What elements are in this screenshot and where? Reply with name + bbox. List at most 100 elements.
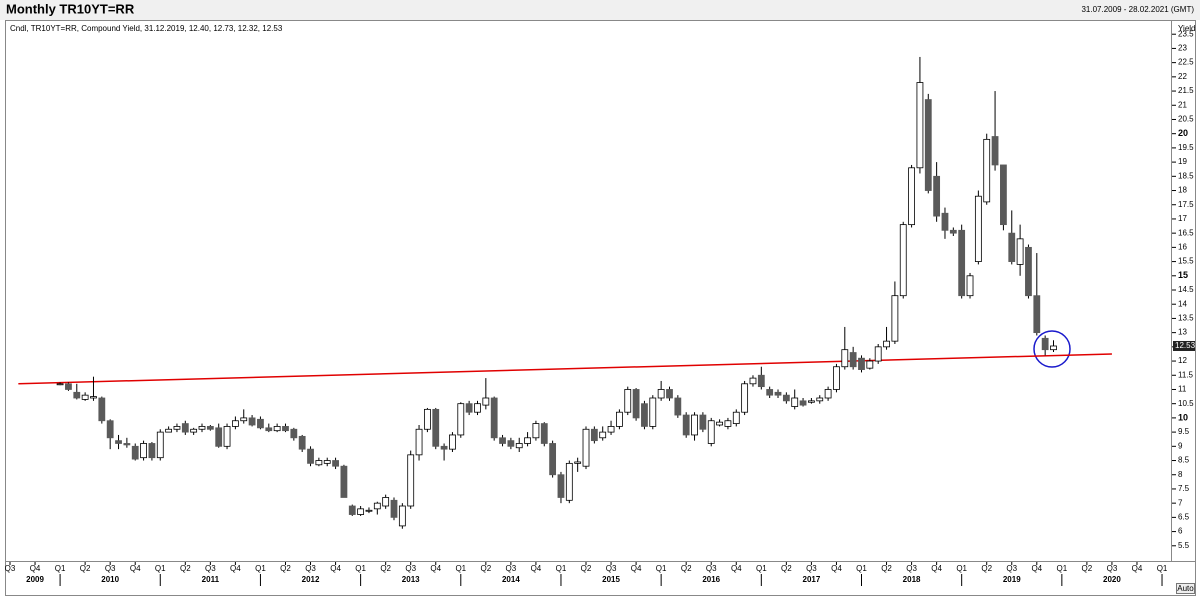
x-tick-label: Q4 bbox=[330, 564, 341, 573]
year-label: 2014 bbox=[502, 575, 520, 584]
y-tick-label: 17 bbox=[1178, 214, 1187, 223]
candle-body bbox=[423, 408, 431, 430]
candle-body bbox=[549, 443, 557, 476]
x-tick-label: Q4 bbox=[230, 564, 241, 573]
year-label: 2010 bbox=[101, 575, 119, 584]
x-tick-label: Q3 bbox=[806, 564, 817, 573]
x-tick-label: Q3 bbox=[5, 564, 16, 573]
candle-body bbox=[332, 460, 339, 467]
x-tick-label: Q2 bbox=[781, 564, 792, 573]
y-tick-label: 16 bbox=[1178, 242, 1187, 251]
candle-body bbox=[958, 229, 966, 297]
candle-body bbox=[515, 443, 523, 449]
candle-body bbox=[123, 443, 131, 446]
candle-body bbox=[507, 440, 515, 447]
candle-body bbox=[599, 431, 607, 439]
legend-text: Cndl, TR10YT=RR, Compound Yield, 31.12.2… bbox=[10, 24, 283, 33]
x-tick-label: Q1 bbox=[1157, 564, 1168, 573]
candle-body bbox=[1025, 246, 1032, 297]
auto-button[interactable] bbox=[1176, 583, 1195, 594]
year-label: 2018 bbox=[903, 575, 921, 584]
year-label: 2020 bbox=[1103, 575, 1121, 584]
candle-body bbox=[90, 396, 97, 399]
candle-body bbox=[574, 461, 582, 464]
x-tick-label: Q3 bbox=[205, 564, 216, 573]
year-label: 2016 bbox=[702, 575, 720, 584]
y-tick-label: 19.5 bbox=[1178, 143, 1194, 152]
candle-body bbox=[933, 175, 941, 217]
x-tick-label: Q3 bbox=[1006, 564, 1017, 573]
candle-body bbox=[674, 397, 682, 416]
candle-body bbox=[398, 505, 406, 527]
candle-body bbox=[449, 434, 456, 450]
x-tick-label: Q1 bbox=[1057, 564, 1068, 573]
candle-body bbox=[607, 426, 615, 433]
candle-body bbox=[181, 423, 189, 433]
candle-body bbox=[465, 403, 473, 413]
candle-body bbox=[206, 426, 214, 430]
candle-body bbox=[616, 411, 623, 427]
x-tick-label: Q3 bbox=[305, 564, 316, 573]
y-tick-label: 12 bbox=[1178, 356, 1187, 365]
candle-body bbox=[657, 389, 665, 399]
candle-body bbox=[974, 195, 982, 262]
y-tick-label: 22 bbox=[1178, 72, 1187, 81]
y-tick-label: 15.5 bbox=[1178, 257, 1194, 266]
candle-body bbox=[131, 445, 139, 460]
candle-body bbox=[532, 423, 540, 439]
candle-body bbox=[248, 417, 256, 426]
x-tick-label: Q1 bbox=[155, 564, 166, 573]
year-label: 2009 bbox=[26, 575, 44, 584]
candle-body bbox=[1041, 337, 1049, 351]
y-tick-label: 10.5 bbox=[1178, 399, 1194, 408]
x-tick-label: Q2 bbox=[80, 564, 91, 573]
candle-body bbox=[632, 389, 640, 419]
x-tick-label: Q3 bbox=[706, 564, 717, 573]
y-tick-label: 8.5 bbox=[1178, 456, 1190, 465]
candle-body bbox=[482, 397, 490, 406]
candle-body bbox=[849, 352, 857, 368]
candle-body bbox=[156, 431, 164, 459]
candle-body bbox=[799, 400, 807, 406]
candle-body bbox=[582, 428, 590, 467]
candle-body bbox=[215, 427, 223, 447]
candle-body bbox=[1016, 238, 1024, 265]
x-tick-label: Q3 bbox=[1107, 564, 1118, 573]
candle-body bbox=[198, 426, 206, 430]
y-tick-label: 11.5 bbox=[1178, 370, 1194, 379]
candle-body bbox=[273, 426, 281, 432]
plot-frame bbox=[5, 20, 1172, 562]
candle-body bbox=[106, 420, 114, 439]
x-tick-label: Q2 bbox=[280, 564, 291, 573]
year-label: 2017 bbox=[803, 575, 821, 584]
x-tick-label: Q4 bbox=[631, 564, 642, 573]
x-tick-label: Q4 bbox=[1031, 564, 1042, 573]
x-tick-label: Q1 bbox=[455, 564, 466, 573]
y-tick-label: 6 bbox=[1178, 527, 1183, 536]
y-tick-label: 21.5 bbox=[1178, 86, 1194, 95]
candle-body bbox=[724, 420, 732, 427]
x-tick-label: Q2 bbox=[881, 564, 892, 573]
y-tick-label: 20 bbox=[1178, 128, 1188, 138]
candle-body bbox=[173, 426, 181, 430]
candle-body bbox=[824, 389, 832, 399]
candle-body bbox=[641, 403, 648, 427]
candle-body bbox=[357, 508, 365, 515]
y-tick-label: 19 bbox=[1178, 157, 1187, 166]
x-tick-label: Q1 bbox=[55, 564, 66, 573]
candle-body bbox=[774, 391, 782, 396]
candle-body bbox=[716, 421, 723, 426]
y-tick-label: 7 bbox=[1178, 498, 1183, 507]
x-tick-label: Q2 bbox=[1082, 564, 1093, 573]
x-tick-label: Q4 bbox=[831, 564, 842, 573]
y-tick-label: 22.5 bbox=[1178, 58, 1194, 67]
y-tick-label: 15 bbox=[1178, 270, 1188, 280]
x-tick-label: Q2 bbox=[481, 564, 492, 573]
candle-body bbox=[298, 435, 306, 450]
candle-body bbox=[833, 366, 840, 390]
auto-button-label[interactable]: Auto bbox=[1177, 584, 1194, 593]
candle-body bbox=[240, 417, 248, 422]
candle-body bbox=[858, 357, 865, 370]
candle-body bbox=[682, 414, 690, 436]
candle-body bbox=[899, 224, 907, 297]
